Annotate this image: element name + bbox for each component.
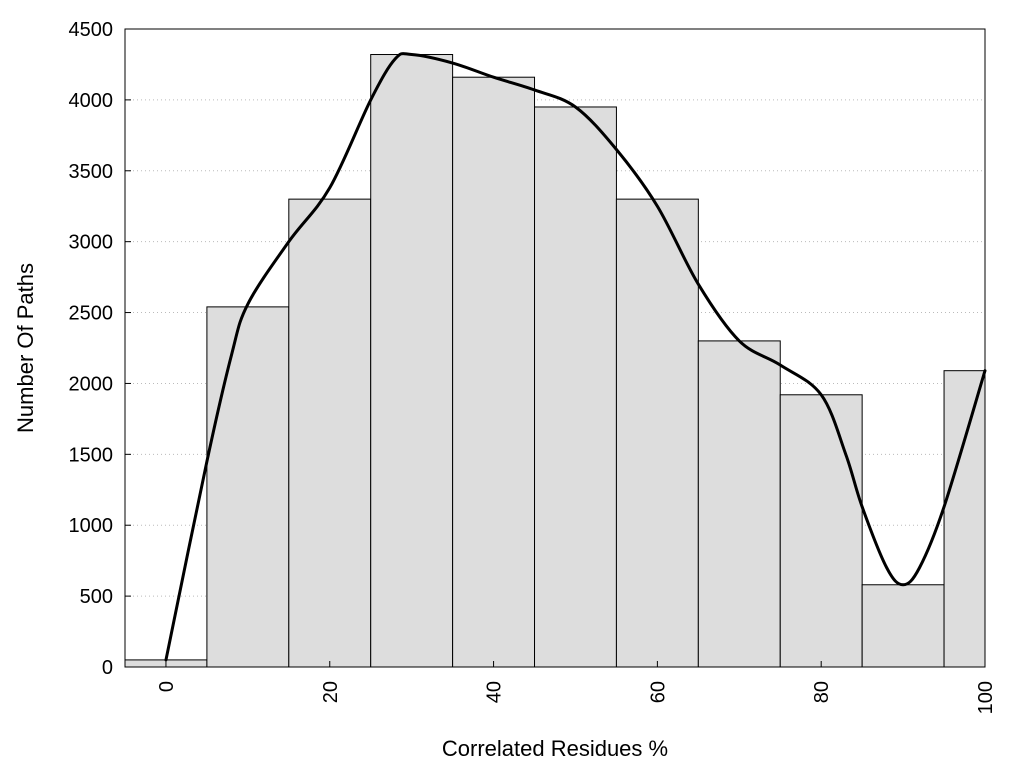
y-tick-label: 3500 [69, 161, 114, 183]
bar [206, 306, 290, 668]
y-axis-title: Number Of Paths [13, 263, 38, 433]
x-tick-label: 20 [320, 681, 342, 703]
y-tick-label: 4000 [69, 90, 114, 112]
x-tick-label: 60 [647, 681, 669, 703]
bar [288, 198, 372, 668]
x-tick-label: 0 [156, 681, 178, 692]
y-tick-label: 4500 [69, 19, 114, 41]
y-tick-label: 3000 [69, 232, 114, 254]
bar [452, 76, 536, 668]
bar [697, 340, 781, 668]
bar [943, 370, 986, 668]
y-tick-label: 2500 [69, 303, 114, 325]
bars [124, 54, 986, 668]
y-tick-label: 0 [102, 657, 113, 679]
y-tick-label: 1500 [69, 444, 114, 466]
bar [370, 54, 454, 668]
x-axis-ticks: 0 20 40 60 80 100 [156, 661, 997, 714]
smoothed-curve [164, 52, 987, 662]
x-tick-label: 80 [811, 681, 833, 703]
bar [534, 106, 617, 668]
plot-frame [124, 28, 986, 668]
bar [779, 394, 863, 668]
y-tick-label: 1000 [69, 515, 114, 537]
bar [615, 198, 699, 668]
y-tick-label: 2000 [69, 373, 114, 395]
y-tick-label: 500 [80, 586, 113, 608]
x-axis-title: Correlated Residues % [442, 736, 668, 761]
x-tick-label: 40 [484, 681, 506, 703]
y-axis-ticks: 0 500 1000 1500 2000 2500 3000 3500 4000 4500 [69, 19, 131, 679]
bar [861, 584, 945, 668]
x-tick-label: 100 [975, 681, 997, 714]
